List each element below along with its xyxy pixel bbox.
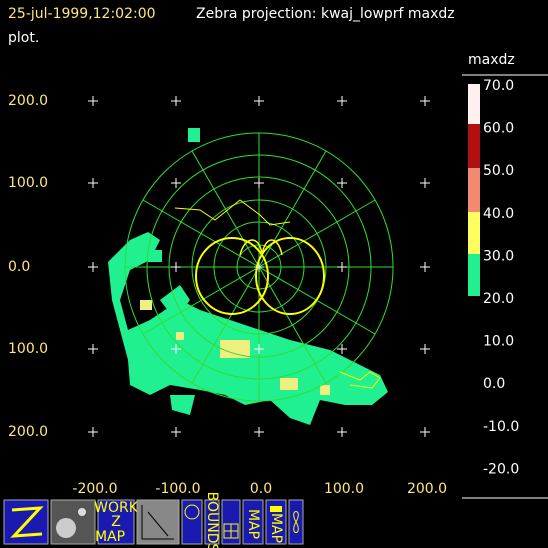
colorbar-label: 0.0 bbox=[483, 376, 505, 392]
bounds-button[interactable]: BOUNDS bbox=[204, 492, 220, 548]
grid-marker bbox=[88, 427, 98, 437]
colorbar-label: 30.0 bbox=[483, 248, 514, 264]
radar-echo-strong bbox=[140, 300, 330, 395]
y-label: 100.0 bbox=[8, 175, 48, 191]
y-label: 200.0 bbox=[8, 424, 48, 440]
grid-marker bbox=[254, 178, 264, 188]
button-label: WORK bbox=[94, 500, 139, 516]
button-label: Z bbox=[111, 514, 121, 530]
grid-marker bbox=[171, 96, 181, 106]
x-label: -200.0 bbox=[72, 481, 117, 497]
grid-marker bbox=[337, 96, 347, 106]
button-label: MAP bbox=[245, 509, 261, 539]
zebra-button[interactable] bbox=[3, 499, 49, 545]
y-label: 100.0 bbox=[8, 341, 48, 357]
satellite-button[interactable] bbox=[50, 499, 96, 545]
colorbar-label: -10.0 bbox=[483, 419, 519, 435]
axis-labels: 200.0 100.0 0.0 100.0 200.0 -200.0 -100.0 0.0 10… bbox=[8, 93, 447, 497]
kwaj-button[interactable] bbox=[136, 499, 180, 545]
grid-marker bbox=[171, 262, 181, 272]
colorbar-label: 50.0 bbox=[483, 163, 514, 179]
grid-marker bbox=[254, 262, 264, 272]
colorbar-labels: 70.0 60.0 50.0 40.0 30.0 20.0 10.0 0.0 -10.0 -20.… bbox=[483, 78, 519, 477]
overlay bbox=[174, 199, 381, 389]
radar-button[interactable] bbox=[181, 499, 203, 545]
grid-marker bbox=[420, 262, 430, 272]
grid-marker bbox=[171, 178, 181, 188]
radar-echo bbox=[108, 128, 388, 425]
grid-marker bbox=[337, 262, 347, 272]
grid-marker bbox=[254, 344, 264, 354]
button-label: MAP bbox=[268, 513, 284, 543]
grid-marker bbox=[337, 427, 347, 437]
grid-marker bbox=[88, 262, 98, 272]
colorbar-label: 60.0 bbox=[483, 121, 514, 137]
x-label: 100.0 bbox=[324, 481, 364, 497]
grid-marker bbox=[420, 344, 430, 354]
grid-marker bbox=[88, 96, 98, 106]
y-label: 200.0 bbox=[8, 93, 48, 109]
colorbar-field: maxdz bbox=[468, 52, 515, 68]
grid-marker bbox=[337, 178, 347, 188]
x-label: 200.0 bbox=[407, 481, 447, 497]
subtitle: plot. bbox=[8, 30, 39, 46]
grid-button[interactable] bbox=[221, 499, 241, 545]
color-swatch bbox=[468, 124, 480, 168]
color-swatch bbox=[468, 84, 480, 124]
grid-marker bbox=[254, 96, 264, 106]
title: Zebra projection: kwaj_lowprf maxdz bbox=[196, 6, 455, 22]
colorbar-label: 10.0 bbox=[483, 334, 514, 350]
colorbar-label: 70.0 bbox=[483, 78, 514, 94]
colorbar bbox=[468, 84, 480, 296]
x-label: -100.0 bbox=[155, 481, 200, 497]
color-swatch bbox=[468, 212, 480, 254]
color-swatch bbox=[468, 254, 480, 296]
colorbar-label: -20.0 bbox=[483, 461, 519, 477]
colorbar-label: 40.0 bbox=[483, 206, 514, 222]
toolbar: WORK Z MAP BOUNDS MAP MAP bbox=[3, 492, 304, 548]
grid-marker bbox=[88, 344, 98, 354]
grid-marker bbox=[88, 178, 98, 188]
map-button[interactable]: MAP bbox=[242, 499, 264, 545]
grid-marker bbox=[420, 427, 430, 437]
grid-marker bbox=[420, 178, 430, 188]
grid-marker bbox=[171, 427, 181, 437]
x-label: 0.0 bbox=[250, 481, 272, 497]
button-label: MAP bbox=[95, 529, 125, 545]
color-swatch bbox=[468, 168, 480, 212]
y-label: 0.0 bbox=[8, 259, 30, 275]
button-label: BOUNDS bbox=[204, 492, 220, 548]
grid-marker bbox=[254, 427, 264, 437]
grid-marker bbox=[171, 344, 181, 354]
grid-marker bbox=[337, 344, 347, 354]
time-stamp: 25-jul-1999,12:02:00 bbox=[8, 6, 156, 22]
grid-marker bbox=[420, 96, 430, 106]
loop-button[interactable] bbox=[288, 499, 304, 545]
grid-markers bbox=[88, 96, 430, 437]
us-map-button[interactable]: MAP bbox=[265, 499, 287, 545]
colorbar-label: 20.0 bbox=[483, 291, 514, 307]
work-map-button[interactable]: WORK Z MAP bbox=[94, 499, 139, 545]
